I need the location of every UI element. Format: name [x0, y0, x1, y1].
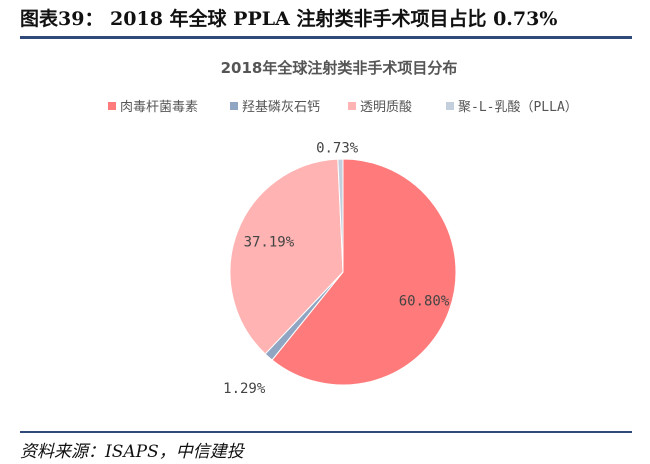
pie-slice — [229, 158, 344, 355]
legend-label: 羟基磷灰石钙 — [242, 100, 320, 115]
pie-slices — [229, 158, 457, 386]
legend-swatch — [446, 102, 454, 110]
pie-slice — [337, 158, 344, 273]
chart-title: 2018年全球注射类非手术项目分布 — [221, 59, 458, 77]
legend-swatch — [108, 102, 116, 110]
data-label: 1.29% — [223, 381, 266, 397]
pie-slice — [271, 158, 457, 386]
legend: 肉毒杆菌毒素 羟基磷灰石钙 透明质酸 聚-L-乳酸（PLLA） — [108, 100, 578, 115]
data-label: 60.80% — [399, 294, 450, 310]
legend-label: 透明质酸 — [360, 100, 412, 115]
figure-title: 图表39： 2018 年全球 PPLA 注射类非手术项目占比 0.73% — [20, 8, 558, 30]
legend-label: 肉毒杆菌毒素 — [120, 100, 198, 115]
top-divider — [20, 36, 632, 39]
legend-swatch — [230, 102, 238, 110]
bottom-divider — [20, 431, 632, 433]
legend-label: 聚-L-乳酸（PLLA） — [458, 100, 578, 115]
data-labels: 60.80% 1.29% 37.19% 0.73% — [223, 141, 450, 397]
data-label: 37.19% — [244, 234, 295, 250]
source-note: 资料来源：ISAPS，中信建投 — [20, 442, 244, 462]
legend-swatch — [348, 102, 356, 110]
data-label: 0.73% — [316, 141, 359, 157]
